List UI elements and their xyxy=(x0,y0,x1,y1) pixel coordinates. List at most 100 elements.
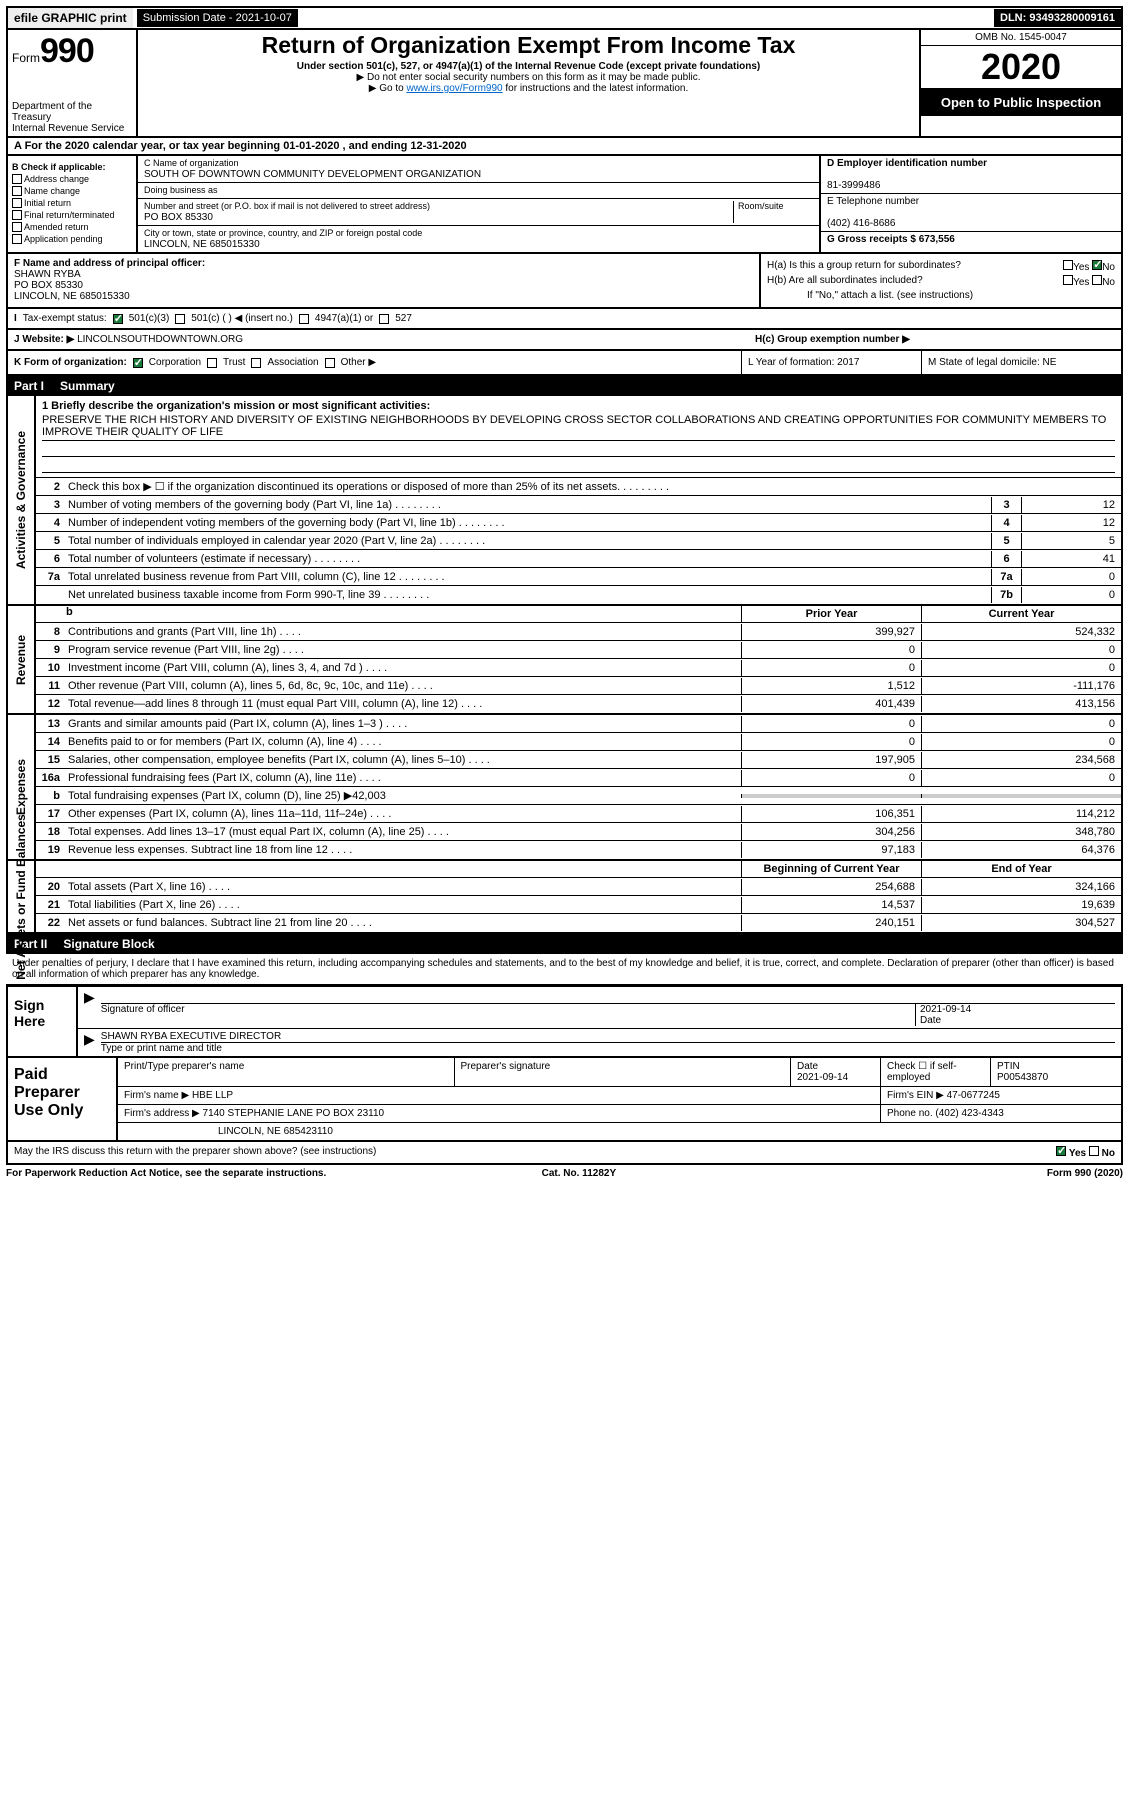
may-no-lbl: No xyxy=(1102,1148,1115,1159)
form-note2: ▶ Go to www.irs.gov/Form990 for instruct… xyxy=(146,83,911,94)
revenue-section: Revenue bPrior YearCurrent Year 8Contrib… xyxy=(6,606,1123,715)
tax-4947[interactable] xyxy=(299,314,309,324)
yes-lbl2: Yes xyxy=(1073,277,1089,288)
may-text: May the IRS discuss this return with the… xyxy=(14,1146,376,1159)
table-row: 14Benefits paid to or for members (Part … xyxy=(36,733,1121,751)
footer: For Paperwork Reduction Act Notice, see … xyxy=(6,1165,1123,1182)
corp-lbl: Corporation xyxy=(149,357,201,368)
e-label: E Telephone number xyxy=(827,196,919,207)
b-item-3: Final return/terminated xyxy=(24,210,115,220)
row-a-text: A For the 2020 calendar year, or tax yea… xyxy=(14,140,467,152)
expenses-section: Expenses 13Grants and similar amounts pa… xyxy=(6,715,1123,861)
prep-date-lbl: Date xyxy=(797,1061,818,1072)
officer-city: LINCOLN, NE 685015330 xyxy=(14,291,130,302)
officer-name: SHAWN RYBA xyxy=(14,269,81,280)
officer-addr: PO BOX 85330 xyxy=(14,280,83,291)
trust-lbl: Trust xyxy=(223,357,245,368)
table-row: 19Revenue less expenses. Subtract line 1… xyxy=(36,841,1121,859)
table-row: 22Net assets or fund balances. Subtract … xyxy=(36,914,1121,932)
k-trust[interactable] xyxy=(207,358,217,368)
hb-text: H(b) Are all subordinates included? xyxy=(767,275,923,288)
section-f: F Name and address of principal officer:… xyxy=(8,254,761,307)
addr-lbl: Number and street (or P.O. box if mail i… xyxy=(144,201,430,211)
table-row: 12Total revenue—add lines 8 through 11 (… xyxy=(36,695,1121,713)
form-title: Return of Organization Exempt From Incom… xyxy=(146,32,911,59)
form-subtitle: Under section 501(c), 527, or 4947(a)(1)… xyxy=(146,61,911,72)
web-label: J Website: ▶ xyxy=(14,334,74,345)
b-item-4: Amended return xyxy=(24,222,89,232)
side-rev: Revenue xyxy=(14,634,28,684)
tax-501c3[interactable] xyxy=(113,314,123,324)
irs-label: Internal Revenue Service xyxy=(12,123,132,134)
tax-label: Tax-exempt status: xyxy=(23,313,107,324)
firm-addr: Firm's address ▶ 7140 STEPHANIE LANE PO … xyxy=(118,1105,881,1122)
governance-section: Activities & Governance 1 Briefly descri… xyxy=(6,396,1123,606)
prep-name-lbl: Print/Type preparer's name xyxy=(118,1058,455,1086)
section-b: B Check if applicable: Address change Na… xyxy=(8,156,138,252)
note2-post: for instructions and the latest informat… xyxy=(503,83,689,94)
section-c: C Name of organizationSOUTH OF DOWNTOWN … xyxy=(138,156,821,252)
checkbox-pending[interactable] xyxy=(12,234,22,244)
ha-yes[interactable] xyxy=(1063,260,1073,270)
k-assoc[interactable] xyxy=(251,358,261,368)
sig-name: SHAWN RYBA EXECUTIVE DIRECTOR xyxy=(101,1031,1115,1043)
sig-date-val: 2021-09-14 xyxy=(920,1004,971,1015)
hb-yes[interactable] xyxy=(1063,275,1073,285)
sig-officer-lbl: Signature of officer xyxy=(101,1004,185,1015)
phone-value: (402) 416-8686 xyxy=(827,218,895,229)
no-lbl: No xyxy=(1102,262,1115,273)
checkbox-initial[interactable] xyxy=(12,198,22,208)
sig-type-lbl: Type or print name and title xyxy=(101,1043,222,1054)
k-other[interactable] xyxy=(325,358,335,368)
may-yes-lbl: Yes xyxy=(1069,1148,1086,1159)
table-row: 21Total liabilities (Part X, line 26) . … xyxy=(36,896,1121,914)
open-public: Open to Public Inspection xyxy=(921,89,1121,116)
firm-addr2: LINCOLN, NE 685423110 xyxy=(118,1123,1121,1140)
g-label: G Gross receipts $ 673,556 xyxy=(827,234,955,245)
prep-sig-lbl: Preparer's signature xyxy=(455,1058,792,1086)
city-lbl: City or town, state or province, country… xyxy=(144,228,422,238)
efile-label: efile GRAPHIC print xyxy=(8,8,133,28)
ha-text: H(a) Is this a group return for subordin… xyxy=(767,260,961,273)
mission-block: 1 Briefly describe the organization's mi… xyxy=(36,396,1121,478)
table-row: 5Total number of individuals employed in… xyxy=(36,532,1121,550)
tax-501c[interactable] xyxy=(175,314,185,324)
row-a: A For the 2020 calendar year, or tax yea… xyxy=(6,138,1123,156)
note2-pre: ▶ Go to xyxy=(369,83,407,94)
table-row: 7aTotal unrelated business revenue from … xyxy=(36,568,1121,586)
table-row: 15Salaries, other compensation, employee… xyxy=(36,751,1121,769)
part2-title: Signature Block xyxy=(63,937,154,951)
ptin-val: P00543870 xyxy=(997,1072,1048,1083)
footer-right: Form 990 (2020) xyxy=(1047,1168,1123,1179)
header-right: OMB No. 1545-0047 2020 Open to Public In… xyxy=(921,30,1121,136)
may-no[interactable] xyxy=(1089,1146,1099,1156)
k-label: K Form of organization: xyxy=(14,357,127,368)
checkbox-address[interactable] xyxy=(12,174,22,184)
hb-no[interactable] xyxy=(1092,275,1102,285)
k-corp[interactable] xyxy=(133,358,143,368)
checkbox-final[interactable] xyxy=(12,210,22,220)
firm-ein: Firm's EIN ▶ 47-0677245 xyxy=(881,1087,1121,1104)
dba-lbl: Doing business as xyxy=(144,185,218,195)
org-city: LINCOLN, NE 685015330 xyxy=(144,239,260,250)
irs-link[interactable]: www.irs.gov/Form990 xyxy=(406,83,502,94)
b-label: B Check if applicable: xyxy=(12,162,132,172)
hc-text: H(c) Group exemption number ▶ xyxy=(755,334,910,345)
other-lbl: Other ▶ xyxy=(341,357,376,368)
entity-block: B Check if applicable: Address change Na… xyxy=(6,156,1123,254)
may-yes[interactable] xyxy=(1056,1146,1066,1156)
prior-hdr: Prior Year xyxy=(741,606,921,622)
table-row: 6Total number of volunteers (estimate if… xyxy=(36,550,1121,568)
header-mid: Return of Organization Exempt From Incom… xyxy=(138,30,921,136)
section-h: H(a) Is this a group return for subordin… xyxy=(761,254,1121,307)
checkbox-amended[interactable] xyxy=(12,222,22,232)
checkbox-name[interactable] xyxy=(12,186,22,196)
table-row: 3Number of voting members of the governi… xyxy=(36,496,1121,514)
table-row: 20Total assets (Part X, line 16) . . . .… xyxy=(36,878,1121,896)
side-gov: Activities & Governance xyxy=(14,431,28,569)
ha-no[interactable] xyxy=(1092,260,1102,270)
row-web-hc: J Website: ▶ LINCOLNSOUTHDOWNTOWN.ORG H(… xyxy=(6,330,1123,351)
self-emp-lbl: Check ☐ if self-employed xyxy=(881,1058,991,1086)
tax-527[interactable] xyxy=(379,314,389,324)
table-row: bTotal fundraising expenses (Part IX, co… xyxy=(36,787,1121,805)
